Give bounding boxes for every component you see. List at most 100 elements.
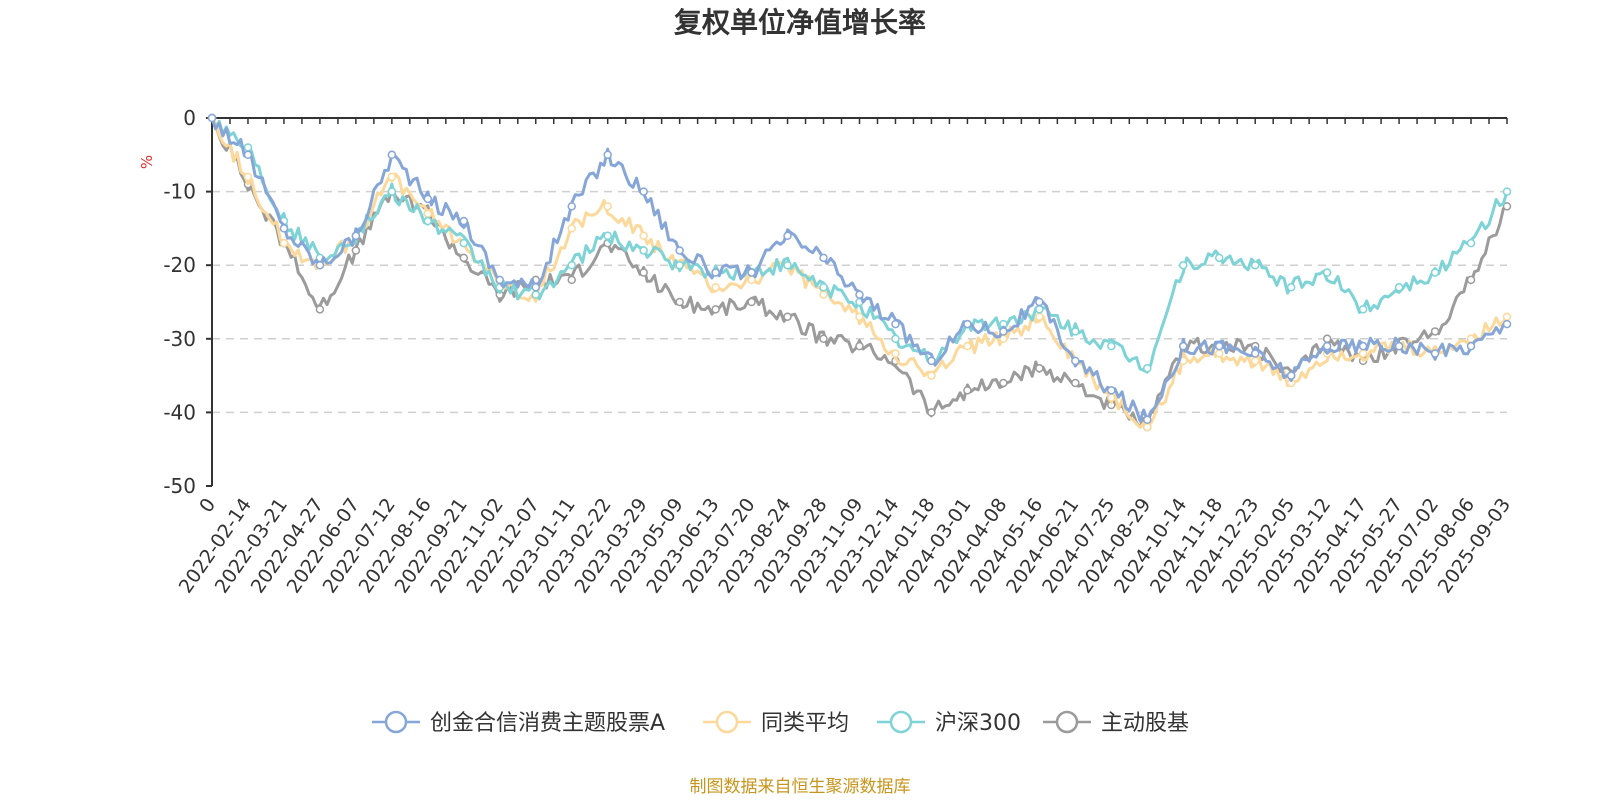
data-point [1214,341,1224,351]
legend-marker-icon [1055,710,1079,734]
data-point [1250,260,1260,270]
legend-item[interactable]: 同类平均 [703,710,849,736]
data-point [1214,349,1224,358]
data-point [423,209,433,218]
data-point [1035,297,1044,307]
data-point [495,275,505,285]
data-point [1502,187,1512,196]
source-note: 制图数据来自恒生聚源数据库 [690,777,911,797]
legend-marker-icon [715,710,739,734]
data-point [783,260,792,270]
data-point [1502,319,1512,329]
series-lines [207,113,1512,432]
y-axis-unit: % [138,155,156,169]
data-point [1394,341,1404,351]
data-point [1394,283,1404,292]
data-point [603,231,612,241]
data-point [675,246,684,255]
data-point [1035,363,1044,373]
data-point [207,113,217,123]
x-tick-label: 0 [195,494,220,517]
data-point [279,224,289,233]
data-point [1286,283,1296,292]
data-point [459,216,469,226]
data-point [1430,349,1440,358]
data-point [639,231,648,241]
data-point [747,297,756,307]
data-point [459,253,469,263]
data-point [423,216,433,226]
legend-item[interactable]: 沪深300 [877,710,1021,736]
data-point [1502,312,1512,321]
data-point [963,386,972,395]
data-point [1358,305,1368,314]
legend-label: 主动股基 [1101,711,1189,736]
data-point [1322,341,1332,351]
data-point [927,356,936,366]
data-point [1143,415,1152,425]
data-point [891,349,900,358]
data-point [1071,378,1080,388]
chart-title: 复权单位净值增长率 [674,6,926,39]
y-tick-label: -30 [163,327,196,351]
data-point [711,268,720,277]
series-line [210,117,1508,423]
series-line [210,117,1509,429]
data-point [819,334,828,344]
legend-item[interactable]: 创金合信消费主题股票A [372,710,665,736]
data-point [243,172,253,182]
data-point [567,202,576,211]
data-point [855,290,864,299]
y-tick-label: -40 [163,400,196,424]
data-point [1179,341,1188,351]
data-point [315,305,325,314]
data-point [1214,253,1224,263]
data-point [1143,422,1152,432]
data-point [1107,393,1116,402]
data-point [1179,260,1188,270]
data-point [819,253,828,263]
data-point [1502,202,1512,211]
data-point [1107,386,1116,395]
legend-marker-icon [889,710,913,734]
data-point [855,312,864,321]
data-point [639,268,648,277]
data-point [783,312,792,321]
data-point [1322,268,1332,277]
data-point [531,283,540,292]
data-point [999,378,1008,388]
data-point [279,238,289,248]
data-point [387,187,397,196]
data-point [1035,305,1044,314]
legend-label: 同类平均 [761,711,849,736]
data-point [351,246,361,255]
data-point [1107,341,1116,351]
data-point [747,268,756,277]
data-point [1466,341,1476,351]
data-point [603,150,612,160]
data-point [351,231,361,241]
data-point [531,290,540,299]
data-point [1143,363,1152,373]
data-point [675,297,684,307]
legend[interactable]: 创金合信消费主题股票A 同类平均 沪深300 主动股基 [372,710,1189,736]
data-point [1286,371,1296,380]
data-point [1466,275,1476,285]
data-point [927,371,936,380]
data-point [819,290,828,299]
legend-item[interactable]: 主动股基 [1043,710,1189,736]
data-point [711,283,720,292]
data-point [1250,349,1260,358]
series-line [210,117,1508,429]
data-point [783,231,792,241]
series-line [210,117,1509,374]
legend-label: 创金合信消费主题股票A [430,711,665,736]
data-point [1358,349,1368,358]
data-point [243,143,253,152]
data-point [567,275,576,285]
data-point [1322,334,1332,344]
data-point [1250,356,1260,366]
data-point [315,260,325,270]
data-point [891,319,900,329]
